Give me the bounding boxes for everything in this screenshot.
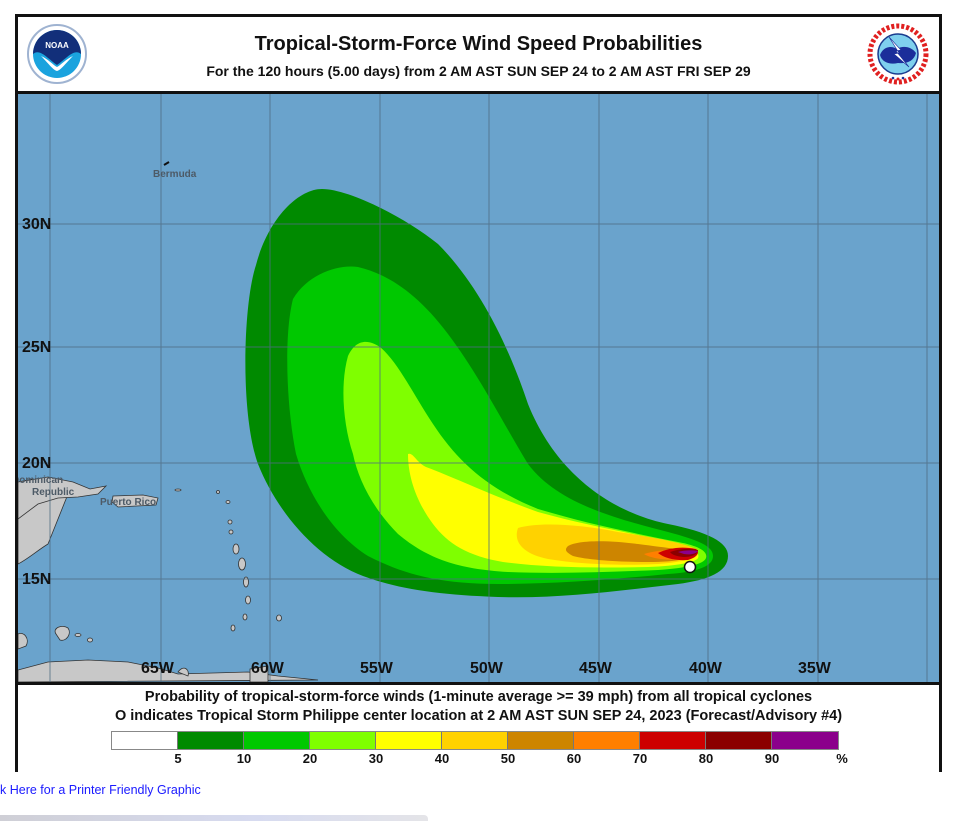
tick-90: 90 bbox=[764, 751, 780, 766]
place-label-bermuda: Bermuda bbox=[153, 169, 197, 180]
place-label-puerto-rico: Puerto Rico bbox=[100, 497, 157, 508]
tick-70: 70 bbox=[632, 751, 648, 766]
svg-text:NOAA: NOAA bbox=[45, 41, 69, 50]
tick-10: 10 bbox=[236, 751, 252, 766]
legend: Probability of tropical-storm-force wind… bbox=[18, 682, 939, 772]
graphic-frame: NOAA Tropical-Storm-Force Wind Speed Pro… bbox=[15, 14, 942, 772]
swatch-40-50 bbox=[442, 732, 508, 749]
nws-logo-icon bbox=[867, 23, 929, 85]
swatch-50-60 bbox=[508, 732, 574, 749]
color-scale bbox=[111, 731, 839, 750]
lon-label-65w: 65W bbox=[141, 660, 174, 677]
storm-center-circle-open-icon bbox=[683, 560, 697, 574]
bottom-bar bbox=[0, 815, 428, 821]
printer-friendly-link[interactable]: k Here for a Printer Friendly Graphic bbox=[0, 783, 201, 797]
place-label-republic: Republic bbox=[32, 487, 75, 498]
graphic-header: NOAA Tropical-Storm-Force Wind Speed Pro… bbox=[18, 17, 939, 94]
lon-label-35w: 35W bbox=[798, 660, 831, 677]
tick-5: 5 bbox=[174, 751, 182, 766]
lon-label-50w: 50W bbox=[470, 660, 503, 677]
swatch-lt5 bbox=[112, 732, 178, 749]
landmass bbox=[18, 476, 319, 682]
swatch-10-20 bbox=[244, 732, 310, 749]
chart-subtitle: For the 120 hours (5.00 days) from 2 AM … bbox=[206, 63, 751, 79]
legend-storm-note: O indicates Tropical Storm Philippe cent… bbox=[114, 708, 843, 724]
probability-contours bbox=[245, 189, 728, 598]
lon-label-60w: 60W bbox=[251, 660, 284, 677]
lon-label-45w: 45W bbox=[579, 660, 612, 677]
lon-label-55w: 55W bbox=[360, 660, 393, 677]
lat-label-25n: 25N bbox=[22, 339, 52, 356]
place-label-dominican: Dominican bbox=[18, 475, 64, 486]
tick-80: 80 bbox=[698, 751, 714, 766]
tick-30: 30 bbox=[368, 751, 384, 766]
tick-40: 40 bbox=[434, 751, 450, 766]
chart-title: Tropical-Storm-Force Wind Speed Probabil… bbox=[254, 33, 703, 55]
swatch-90-100 bbox=[772, 732, 838, 749]
tick-50: 50 bbox=[500, 751, 516, 766]
legend-description: Probability of tropical-storm-force wind… bbox=[144, 689, 813, 705]
map-canvas bbox=[18, 94, 939, 682]
swatch-80-90 bbox=[706, 732, 772, 749]
probability-map: 30N 25N 20N 15N 65W 60W 55W 50W 45W 40W … bbox=[18, 94, 939, 682]
swatch-60-70 bbox=[574, 732, 640, 749]
swatch-30-40 bbox=[376, 732, 442, 749]
graticule bbox=[18, 94, 939, 682]
tick-20: 20 bbox=[302, 751, 318, 766]
tick-60: 60 bbox=[566, 751, 582, 766]
lat-label-15n: 15N bbox=[22, 571, 52, 588]
swatch-20-30 bbox=[310, 732, 376, 749]
tick-percent: % bbox=[836, 751, 848, 766]
lon-label-40w: 40W bbox=[689, 660, 722, 677]
bermuda-island bbox=[163, 161, 170, 166]
swatch-70-80 bbox=[640, 732, 706, 749]
lat-label-20n: 20N bbox=[22, 455, 52, 472]
lat-label-30n: 30N bbox=[22, 216, 52, 233]
noaa-logo-icon: NOAA bbox=[26, 23, 88, 85]
swatch-5-10 bbox=[178, 732, 244, 749]
